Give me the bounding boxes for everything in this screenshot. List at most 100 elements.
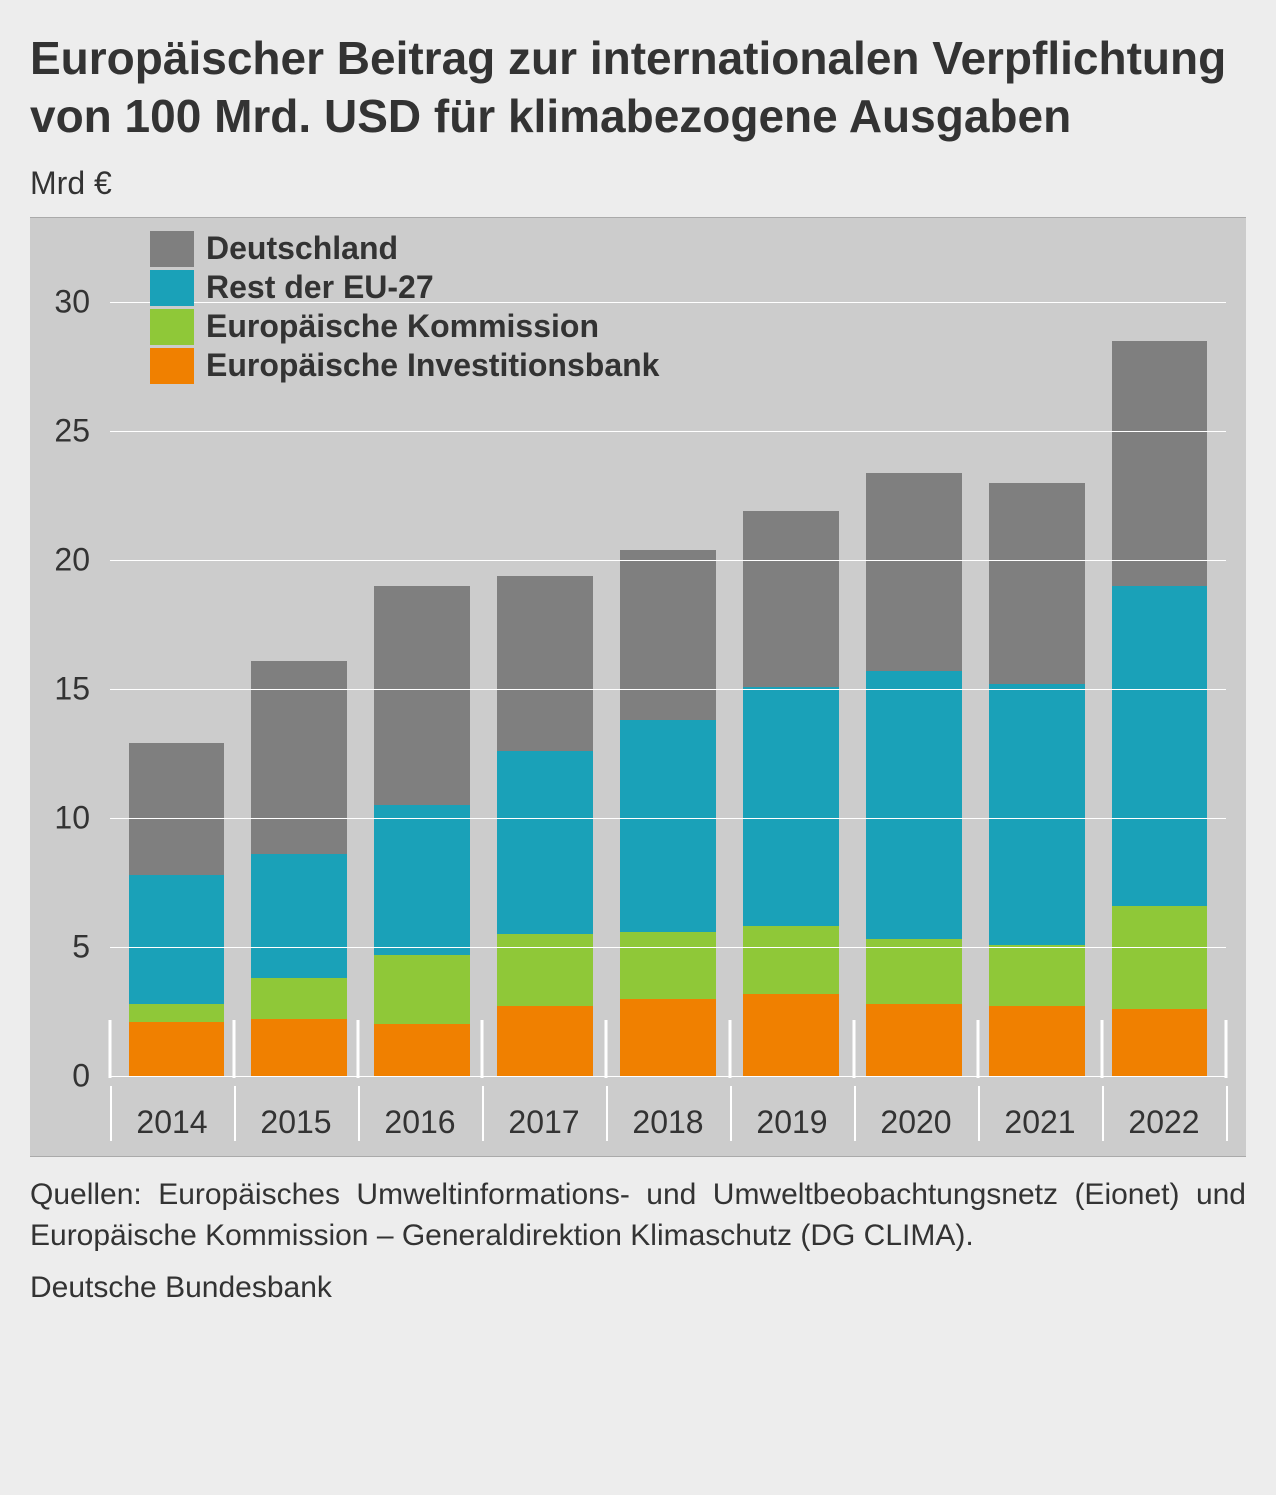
- x-axis-labels: 201420152016201720182019202020212022: [110, 1104, 1226, 1141]
- bar-slot: [729, 238, 852, 1076]
- bar-stack: [251, 661, 347, 1076]
- gridline: [110, 431, 1226, 432]
- bar-segment-rest: [251, 854, 347, 978]
- x-tick-label: 2014: [110, 1104, 234, 1141]
- bar-segment-eib: [989, 1006, 1085, 1076]
- x-tick-label: 2022: [1102, 1104, 1226, 1141]
- legend-swatch: [150, 231, 194, 267]
- bar-segment-rest: [620, 720, 716, 931]
- x-tick-separator: [234, 1086, 236, 1141]
- attribution: Deutsche Bundesbank: [30, 1271, 1246, 1305]
- bar-stack: [866, 473, 962, 1076]
- bar-segment-ek: [497, 934, 593, 1006]
- gridline: [110, 818, 1226, 819]
- bar-segment-eib: [743, 994, 839, 1077]
- bar-segment-eib: [1112, 1009, 1208, 1076]
- bar-segment-ek: [1112, 906, 1208, 1009]
- bar-segment-ek: [866, 939, 962, 1003]
- x-tick-separator: [1102, 1086, 1104, 1141]
- x-tick-label: 2018: [606, 1104, 730, 1141]
- bar-segment-de: [374, 586, 470, 805]
- bar-stack: [989, 483, 1085, 1076]
- bar-segment-eib: [129, 1022, 225, 1076]
- x-tick-separator: [481, 1020, 484, 1078]
- x-tick-label: 2015: [234, 1104, 358, 1141]
- x-tick-separator: [358, 1086, 360, 1141]
- bar-segment-rest: [497, 751, 593, 934]
- bar-segment-rest: [989, 684, 1085, 944]
- bar-stack: [620, 550, 716, 1076]
- x-tick-separator: [110, 1086, 112, 1141]
- legend-swatch: [150, 270, 194, 306]
- x-tick-separator: [1101, 1020, 1104, 1078]
- bar-slot: [852, 238, 975, 1076]
- x-tick-separator: [357, 1020, 360, 1078]
- bar-segment-eib: [866, 1004, 962, 1076]
- x-tick-label: 2017: [482, 1104, 606, 1141]
- x-tick-separator: [606, 1086, 608, 1141]
- x-tick-separator: [729, 1020, 732, 1078]
- bar-stack: [743, 511, 839, 1076]
- legend-label: Deutschland: [206, 230, 398, 267]
- y-tick-label: 20: [30, 542, 90, 579]
- bar-segment-de: [1112, 341, 1208, 586]
- y-tick-label: 0: [30, 1058, 90, 1095]
- x-tick-separator: [730, 1086, 732, 1141]
- x-tick-separator: [853, 1020, 856, 1078]
- bar-segment-rest: [129, 875, 225, 1004]
- x-tick-label: 2019: [730, 1104, 854, 1141]
- gridline: [110, 689, 1226, 690]
- x-tick-label: 2020: [854, 1104, 978, 1141]
- bar-segment-rest: [374, 805, 470, 955]
- bar-segment-de: [620, 550, 716, 720]
- bar-segment-eib: [374, 1024, 470, 1076]
- bar-segment-ek: [374, 955, 470, 1025]
- y-tick-label: 15: [30, 671, 90, 708]
- bar-segment-rest: [1112, 586, 1208, 906]
- legend-label: Europäische Investitionsbank: [206, 347, 659, 384]
- x-tick-separator: [1226, 1086, 1228, 1141]
- bar-segment-eib: [620, 999, 716, 1076]
- bar-segment-ek: [251, 978, 347, 1019]
- bar-segment-eib: [497, 1006, 593, 1076]
- y-tick-label: 10: [30, 800, 90, 837]
- legend: DeutschlandRest der EU-27Europäische Kom…: [150, 230, 659, 386]
- y-tick-label: 5: [30, 929, 90, 966]
- legend-item-ek: Europäische Kommission: [150, 308, 659, 345]
- bar-segment-ek: [989, 945, 1085, 1007]
- legend-label: Rest der EU-27: [206, 269, 434, 306]
- legend-label: Europäische Kommission: [206, 308, 599, 345]
- y-tick-label: 30: [30, 284, 90, 321]
- legend-item-de: Deutschland: [150, 230, 659, 267]
- bar-stack: [497, 576, 593, 1076]
- x-tick-separator: [854, 1086, 856, 1141]
- x-tick-label: 2021: [978, 1104, 1102, 1141]
- bar-segment-ek: [743, 926, 839, 993]
- bar-stack: [1112, 341, 1208, 1076]
- gridline: [110, 947, 1226, 948]
- bar-slot: [1098, 238, 1221, 1076]
- legend-item-eib: Europäische Investitionsbank: [150, 347, 659, 384]
- legend-swatch: [150, 309, 194, 345]
- bar-segment-ek: [620, 932, 716, 999]
- x-tick-label: 2016: [358, 1104, 482, 1141]
- x-tick-separator: [109, 1020, 112, 1078]
- x-tick-separator: [482, 1086, 484, 1141]
- source-footnote: Quellen: Europäisches Umweltinformations…: [30, 1175, 1246, 1256]
- bar-slot: [975, 238, 1098, 1076]
- y-axis-unit: Mrd €: [30, 165, 1246, 202]
- bar-segment-de: [989, 483, 1085, 684]
- chart-area: DeutschlandRest der EU-27Europäische Kom…: [30, 217, 1246, 1157]
- bar-segment-de: [497, 576, 593, 751]
- legend-item-rest: Rest der EU-27: [150, 269, 659, 306]
- gridline: [110, 1076, 1226, 1077]
- x-tick-separator: [978, 1086, 980, 1141]
- gridline: [110, 560, 1226, 561]
- bar-segment-rest: [743, 687, 839, 927]
- x-tick-separator: [233, 1020, 236, 1078]
- legend-swatch: [150, 348, 194, 384]
- bar-stack: [129, 743, 225, 1076]
- x-tick-separator: [977, 1020, 980, 1078]
- bar-segment-de: [743, 511, 839, 686]
- bar-segment-rest: [866, 671, 962, 939]
